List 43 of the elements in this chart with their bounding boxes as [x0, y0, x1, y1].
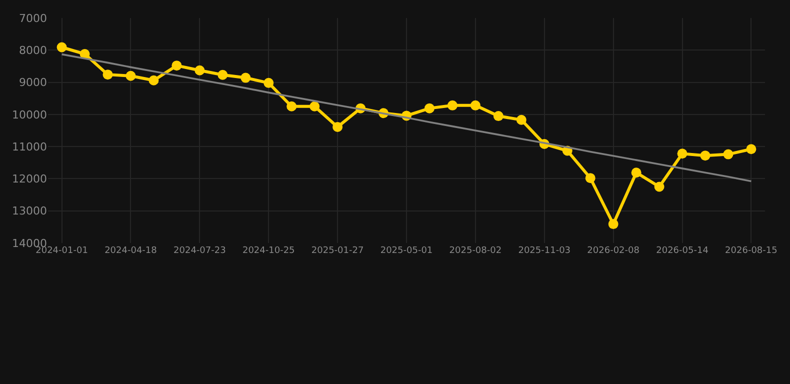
- point: [746, 144, 756, 154]
- y-tick-label: 10000: [12, 108, 47, 122]
- x-tick-label: 2026-02-08: [587, 246, 640, 256]
- point: [608, 219, 618, 230]
- y-tick-label: 7000: [19, 12, 47, 25]
- x-tick-label: 2025-08-02: [449, 246, 502, 256]
- x-tick-label: 2026-05-14: [656, 246, 709, 256]
- x-tick-label: 2025-11-03: [518, 246, 571, 256]
- point: [286, 101, 297, 112]
- x-tick-label: 2024-07-23: [174, 246, 226, 256]
- point: [700, 150, 710, 161]
- point: [194, 65, 205, 76]
- x-tick-label: 2026-08-15: [725, 246, 778, 256]
- point: [424, 103, 434, 114]
- point: [310, 101, 320, 112]
- point: [447, 100, 458, 110]
- x-tick-label: 2024-10-25: [242, 246, 295, 256]
- point: [240, 72, 251, 83]
- point: [677, 148, 688, 159]
- y-tick-label: 9000: [19, 76, 47, 90]
- y-tick-label: 11000: [12, 140, 47, 154]
- point: [631, 168, 642, 178]
- y-tick-label: 13000: [12, 204, 47, 218]
- x-tick-label: 2025-05-01: [380, 246, 433, 256]
- point: [654, 182, 664, 192]
- point: [493, 111, 504, 122]
- point: [56, 42, 67, 52]
- y-tick-label: 8000: [19, 44, 47, 57]
- y-tick-label: 12000: [12, 172, 47, 186]
- x-tick-label: 2025-01-27: [311, 246, 364, 256]
- point: [470, 100, 480, 110]
- point: [332, 122, 343, 132]
- x-tick-label: 2024-01-01: [36, 246, 88, 256]
- point: [516, 114, 526, 125]
- point: [102, 70, 113, 80]
- x-tick-label: 2024-04-18: [104, 246, 158, 256]
- point: [264, 78, 274, 88]
- point: [126, 70, 136, 81]
- point: [723, 149, 734, 160]
- point: [218, 70, 228, 80]
- point: [148, 75, 159, 86]
- point: [585, 173, 596, 184]
- point: [172, 60, 182, 71]
